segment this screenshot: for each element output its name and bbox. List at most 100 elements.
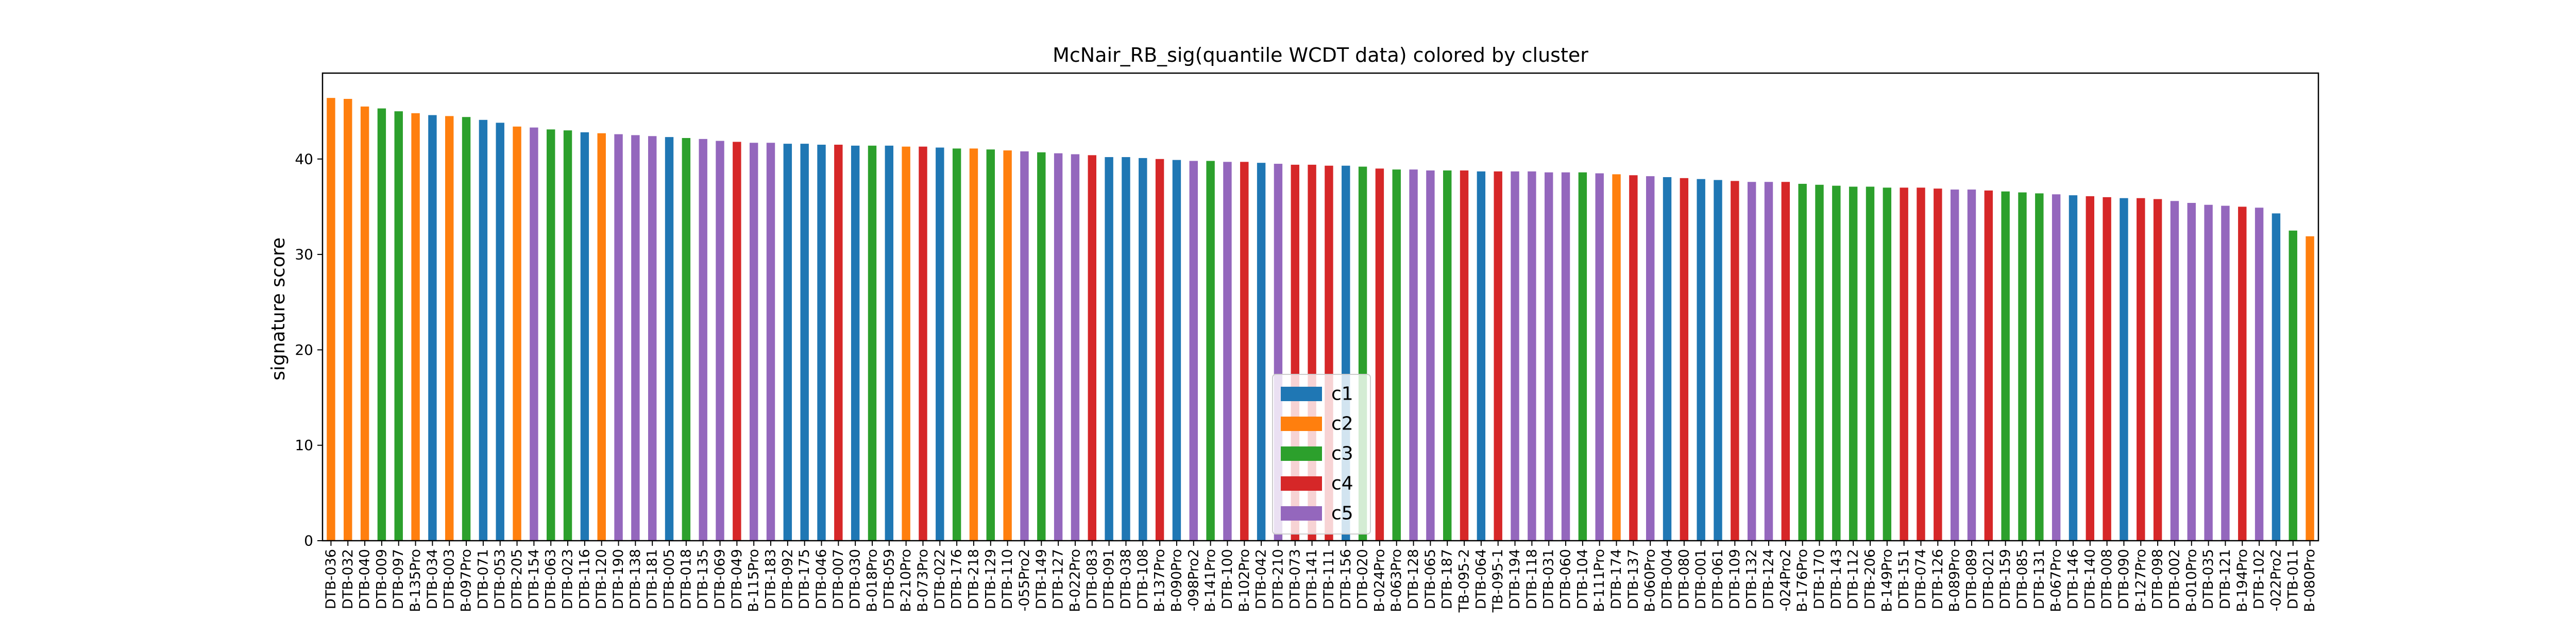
bar-B-115Pro: [749, 143, 758, 541]
bar-DTB-049: [733, 142, 741, 541]
x-tick-label: DTB-176: [949, 549, 965, 609]
bar-DTB-021: [1984, 190, 1993, 541]
x-tick-label: DTB-005: [662, 549, 677, 609]
x-tick-label: DTB-205: [509, 549, 525, 609]
bar-DTB-005: [665, 137, 674, 541]
bar-B-135Pro: [411, 113, 420, 541]
bar-DTB-128: [1409, 169, 1418, 541]
bar-TB-095-2: [1460, 170, 1469, 541]
bar-B-080Pro: [2306, 236, 2314, 541]
bar-DTB-194: [1511, 171, 1519, 541]
x-tick-label: DTB-138: [628, 549, 643, 609]
legend-label-c2: c2: [1331, 414, 1353, 435]
bar-B-073Pro: [919, 146, 927, 541]
x-tick-label: DTB-004: [1659, 549, 1675, 609]
x-tick-label: B-090Pro: [1168, 549, 1184, 612]
bar-DTB-071: [479, 119, 488, 541]
bar-DTB-091: [1105, 157, 1113, 541]
x-tick-label: DTB-089: [1963, 549, 1979, 609]
x-tick-label: DTB-154: [526, 549, 542, 609]
x-tick-label: DTB-129: [982, 549, 998, 609]
x-tick-label: B-176Pro: [1794, 549, 1810, 612]
bar-DTB-170: [1815, 184, 1824, 541]
y-tick-label: 40: [295, 150, 313, 167]
legend-label-c4: c4: [1331, 473, 1353, 494]
bar-DTB-064: [1477, 171, 1486, 541]
bar-DTB-074: [1917, 187, 1925, 541]
x-tick-label: DTB-059: [881, 549, 897, 609]
x-tick-label: B-210Pro: [898, 549, 914, 612]
bar-DTB-069: [716, 141, 724, 541]
bar-DTB-100: [1223, 162, 1232, 541]
bar-DTB-018: [682, 138, 691, 541]
y-tick-label: 30: [295, 246, 313, 263]
x-tick-label: B-018Pro: [864, 549, 880, 612]
bar-B-060Pro: [1646, 176, 1655, 541]
legend-label-c5: c5: [1331, 503, 1353, 524]
bar-DTB-174: [1612, 174, 1621, 541]
x-tick-label: DTB-098: [2150, 549, 2166, 609]
x-tick-label: DTB-102: [2251, 549, 2267, 609]
bar-DTB-118: [1528, 171, 1536, 541]
bar-DTB-007: [834, 144, 843, 541]
x-tick-label: DTB-159: [1997, 549, 2013, 609]
x-tick-label: DTB-073: [1287, 549, 1303, 609]
x-tick-label: DTB-121: [2217, 549, 2233, 609]
legend-swatch-c5: [1281, 506, 1322, 521]
x-tick-label: DTB-140: [2082, 549, 2098, 609]
x-tick-label: B-080Pro: [2302, 549, 2318, 612]
bar-DTB-040: [360, 106, 369, 541]
bar-DTB-104: [1578, 172, 1587, 541]
x-tick-label: DTB-116: [577, 549, 592, 609]
bar-DTB-004: [1663, 177, 1672, 541]
bar-DTB-176: [952, 148, 961, 541]
bar-DTB-059: [885, 145, 894, 541]
bar-DTB-187: [1443, 170, 1452, 541]
x-tick-label: DTB-109: [1727, 549, 1743, 609]
x-tick-label: DTB-009: [374, 549, 389, 609]
bar-DTB-205: [513, 126, 521, 541]
bar-DTB-089: [1967, 190, 1976, 541]
bar-B-194Pro: [2238, 206, 2247, 541]
x-tick-label: DTB-020: [1355, 549, 1371, 609]
x-tick-label: DTB-194: [1507, 549, 1523, 609]
bar-DTB-135: [699, 139, 707, 541]
bar-DTB-149: [1037, 152, 1046, 541]
bar-DTB-053: [496, 123, 504, 541]
x-tick-label: DTB-011: [2285, 549, 2301, 609]
x-tick-label: TB-095-2: [1456, 549, 1472, 613]
bar-DTB-154: [530, 127, 538, 541]
y-tick-labels: 0 10 20 30 40: [295, 150, 323, 549]
bar-DTB-030: [851, 145, 860, 541]
x-tick-label: B-097Pro: [459, 549, 474, 612]
bar-DTB-218: [969, 148, 978, 541]
x-tick-label: DTB-042: [1253, 549, 1269, 609]
bar-DTB-137: [1629, 175, 1638, 541]
bar-DTB-002: [2170, 201, 2179, 541]
bar-DTB-121: [2221, 205, 2230, 541]
bar-DTB-061: [1714, 180, 1722, 541]
bar-DTB-140: [2086, 196, 2094, 541]
bar-DTB-124: [1764, 182, 1773, 541]
x-tick-label: B-024Pro: [1371, 549, 1387, 612]
x-tick-label: DTB-035: [2200, 549, 2216, 609]
y-axis-label: signature score: [268, 237, 289, 381]
x-tick-label: B-102Pro: [1236, 549, 1252, 612]
x-tick-label: B-089Pro: [1947, 549, 1963, 612]
bar-DTB-098: [2153, 199, 2162, 541]
x-tick-label: B-149Pro: [1879, 549, 1895, 612]
bar-DTB-008: [2103, 197, 2111, 541]
x-tick-label: B-127Pro: [2133, 549, 2149, 612]
bar-DTB-138: [631, 135, 640, 541]
bar-B-102Pro: [1240, 162, 1249, 541]
chart-title: McNair_RB_sig(quantile WCDT data) colore…: [1053, 44, 1588, 66]
x-tick-label: DTB-036: [323, 549, 339, 609]
bar-DTB-102: [2255, 208, 2264, 541]
legend-swatch-c4: [1281, 476, 1322, 491]
x-tick-label: DTB-156: [1338, 549, 1354, 609]
x-tick-label: DTB-063: [543, 549, 559, 609]
bar-DTB-080: [1680, 178, 1689, 541]
bar-DTB-126: [1934, 188, 1942, 541]
